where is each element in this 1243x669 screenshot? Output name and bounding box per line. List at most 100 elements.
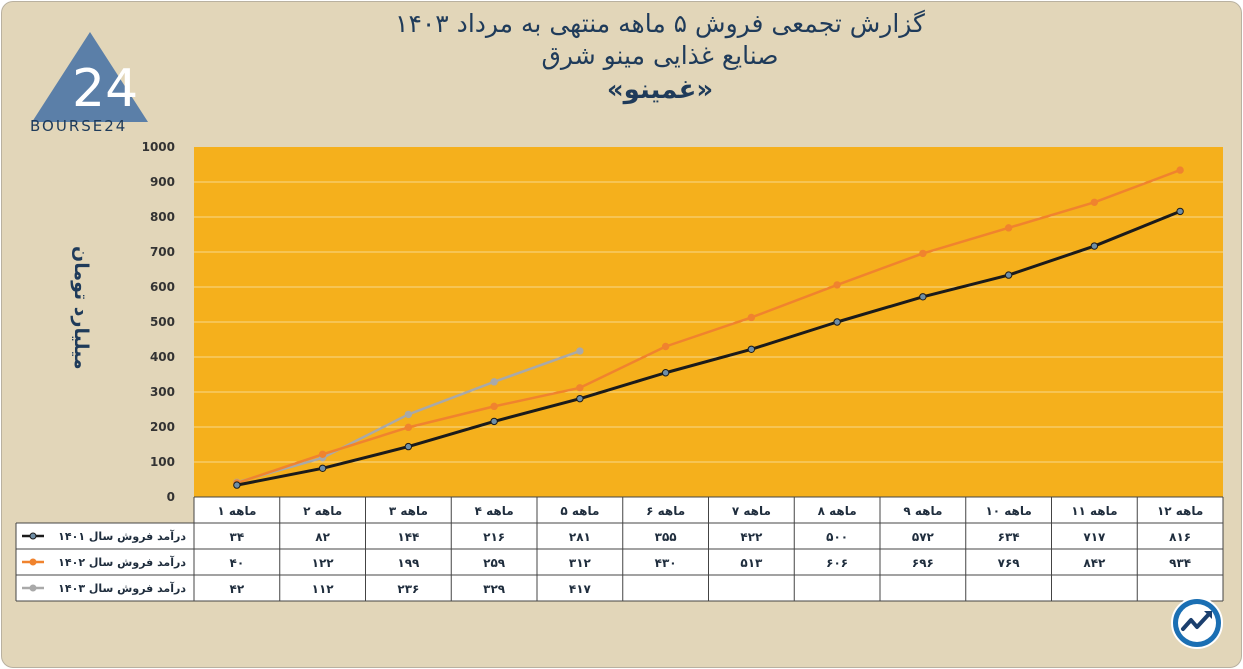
data-label: ۲۵۹ (483, 556, 506, 570)
data-label: ۳۵۵ (655, 530, 677, 544)
data-point (833, 281, 841, 289)
company-name: صنایع غذایی مینو شرق (541, 41, 779, 70)
data-label: ۶۳۴ (998, 530, 1020, 544)
x-tick-label: ۴ ماهه (475, 504, 514, 518)
data-point (490, 417, 498, 426)
data-label: ۴۳۰ (655, 556, 677, 570)
data-point (1004, 224, 1013, 232)
data-point (661, 369, 670, 377)
svg-text:24: 24 (72, 59, 138, 119)
x-tick-label: ۶ ماهه (646, 504, 685, 518)
data-label: ۵۷۲ (912, 530, 935, 544)
data-label: ۲۸۱ (569, 530, 591, 544)
gridlines (194, 181, 1223, 463)
data-label: ۱۴۴ (397, 530, 419, 544)
data-point (576, 384, 584, 392)
series-line (236, 210, 1181, 487)
chart-title: گزارش تجمعی فروش ۵ ماهه منتهی به مرداد ۱… (395, 9, 925, 38)
data-label: ۷۶۹ (998, 556, 1021, 570)
data-point (404, 410, 413, 419)
data-point (661, 342, 670, 351)
data-point (1090, 242, 1099, 250)
y-tick-label: 900 (150, 175, 175, 189)
y-tick-label: 800 (150, 210, 175, 224)
y-tick-label: 500 (150, 315, 175, 329)
series-lines (233, 166, 1184, 489)
legend-swatch-marker (29, 584, 37, 592)
data-point (233, 481, 241, 489)
y-tick-label: 200 (150, 420, 175, 434)
data-label: ۶۹۶ (912, 556, 934, 570)
series-line (236, 168, 1181, 485)
data-label: ۵۱۳ (740, 556, 763, 570)
data-label: ۲۱۶ (483, 530, 505, 544)
data-point (318, 464, 327, 472)
data-label: ۴۲ (230, 582, 245, 596)
legend-swatch-marker (29, 532, 37, 540)
data-label: ۵۰۰ (826, 530, 848, 544)
data-label: ۶۰۶ (826, 556, 848, 570)
legend-entry: درآمد فروش سال ۱۴۰۲ (58, 555, 186, 569)
data-point (318, 450, 327, 458)
data-point (576, 347, 584, 355)
data-point (1090, 198, 1099, 207)
x-tick-label: ۱ ماهه (217, 504, 256, 518)
data-point (490, 402, 498, 411)
legend-entry: درآمد فروش سال ۱۴۰۳ (58, 581, 186, 595)
data-point (747, 313, 756, 322)
legend-entry: درآمد فروش سال ۱۴۰۱ (58, 529, 186, 543)
x-tick-label: ۱۲ ماهه (1157, 504, 1203, 518)
data-label: ۴۱۷ (569, 582, 592, 596)
data-point (919, 293, 927, 301)
data-label: ۹۳۴ (1169, 556, 1191, 570)
y-tick-label: 0 (167, 490, 175, 504)
data-point (404, 423, 413, 432)
data-label: ۳۱۲ (569, 556, 592, 570)
y-axis-label: میلیارد تومان (70, 246, 92, 370)
data-label: ۸۲ (315, 530, 330, 544)
logo-text: BOURSE24 (30, 117, 128, 135)
x-tick-label: ۲ ماهه (303, 504, 342, 518)
x-tick-label: ۱۱ ماهه (1071, 504, 1117, 518)
data-label: ۱۱۲ (312, 582, 335, 596)
data-label: ۱۹۹ (397, 556, 420, 570)
data-point (1004, 271, 1013, 279)
y-tick-label: 100 (150, 455, 175, 469)
y-axis-ticks: 0 100 200 300 400 500 600 700 800 900 1000 (142, 140, 175, 504)
legend-swatch-marker (29, 558, 37, 566)
data-label: ۷۱۷ (1083, 530, 1106, 544)
bourse24-logo-icon: 24 (32, 32, 148, 122)
data-label: ۳۴ (230, 530, 245, 544)
data-label: ۸۱۶ (1169, 530, 1191, 544)
y-tick-label: 300 (150, 385, 175, 399)
data-label: ۲۳۶ (397, 582, 419, 596)
data-label: ۱۲۲ (312, 556, 335, 570)
y-tick-label: 1000 (142, 140, 175, 154)
x-tick-label: ۸ ماهه (818, 504, 857, 518)
trend-arrow-icon (1171, 597, 1223, 649)
data-point (919, 249, 927, 258)
x-tick-label: ۳ ماهه (389, 504, 428, 518)
y-tick-label: 700 (150, 245, 175, 259)
ticker-symbol: «غمینو» (606, 75, 714, 105)
data-label: ۴۲۲ (740, 530, 763, 544)
data-point (1176, 207, 1184, 216)
data-point (833, 318, 841, 326)
x-tick-label: ۱۰ ماهه (985, 504, 1031, 518)
table-legend-column (16, 523, 194, 601)
data-point (1176, 166, 1184, 174)
y-tick-label: 400 (150, 350, 175, 364)
data-point (404, 442, 413, 451)
data-table: ۱ ماهه ۲ ماهه ۳ ماهه ۴ ماهه ۵ ماهه ۶ ماهه ۷ ما… (15, 496, 1224, 602)
data-point (747, 345, 756, 353)
data-label: ۴۰ (230, 556, 245, 570)
chart-title-block: گزارش تجمعی فروش ۵ ماهه منتهی به مرداد ۱… (250, 8, 1070, 108)
data-point (576, 394, 584, 403)
x-tick-label: ۷ ماهه (732, 504, 771, 518)
x-tick-label: ۹ ماهه (903, 504, 942, 518)
y-tick-label: 600 (150, 280, 175, 294)
data-label: ۳۲۹ (483, 582, 506, 596)
data-point (490, 378, 498, 386)
x-tick-label: ۵ ماهه (560, 504, 599, 518)
